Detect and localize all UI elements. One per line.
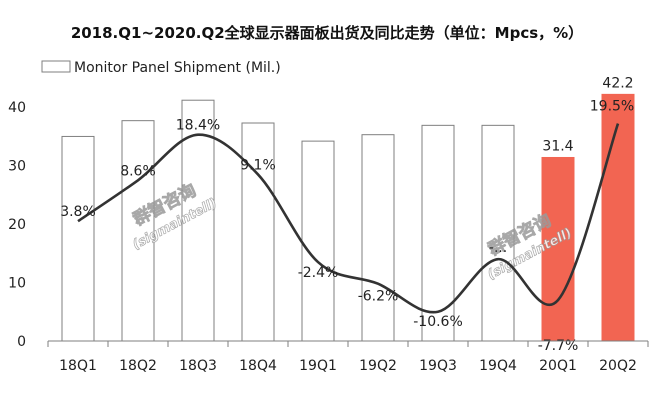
bar <box>181 99 215 342</box>
legend: Monitor Panel Shipment (Mil.) <box>41 60 281 76</box>
yoy-data-label: 19.5% <box>590 99 634 115</box>
yoy-data-label: -6.2% <box>358 289 399 305</box>
y-tick-label: 0 <box>17 334 26 350</box>
y-tick-label: 40 <box>8 100 26 116</box>
yoy-data-label: -... <box>489 240 507 256</box>
bar <box>361 134 395 342</box>
x-axis: 18Q1 18Q2 18Q3 18Q4 19Q1 19Q2 19Q3 19Q4 20Q1 20Q2 <box>47 340 649 374</box>
bar <box>421 124 455 342</box>
bar <box>481 124 515 342</box>
yoy-data-label: 8.6% <box>120 163 156 179</box>
chart-title: 2018.Q1~2020.Q2全球显示器面板出货及同比走势（单位：Mpcs，%） <box>71 24 583 42</box>
yoy-data-label: -7.7% <box>538 338 579 354</box>
x-tick-label: 19Q4 <box>479 358 517 374</box>
bar <box>241 122 275 342</box>
bar-data-label: 42.2 <box>602 75 633 91</box>
bar <box>301 140 335 342</box>
y-tick-label: 10 <box>8 276 26 292</box>
x-tick-label: 19Q1 <box>299 358 337 374</box>
yoy-data-label: 18.4% <box>176 118 220 134</box>
yoy-line <box>77 123 620 314</box>
bar-data-label: 31.4 <box>542 138 573 154</box>
x-tick-label: 18Q3 <box>179 358 217 374</box>
x-tick-label: 18Q2 <box>119 358 157 374</box>
y-tick-label: 20 <box>8 217 26 233</box>
bar <box>121 120 155 342</box>
bar <box>61 135 95 342</box>
y-tick-label: 30 <box>8 159 26 175</box>
yoy-data-label: 9.1% <box>240 157 276 173</box>
x-tick-label: 19Q2 <box>359 358 397 374</box>
bar <box>601 93 635 342</box>
x-tick-label: 18Q4 <box>239 358 277 374</box>
x-tick-label: 20Q2 <box>599 358 637 374</box>
yoy-data-label: -10.6% <box>413 314 463 330</box>
x-tick-label: 18Q1 <box>59 358 97 374</box>
x-tick-label: 20Q1 <box>539 358 577 374</box>
yoy-data-label: 3.8% <box>60 204 96 220</box>
y-axis: 0 10 20 30 40 <box>8 100 26 350</box>
x-tick-label: 19Q3 <box>419 358 457 374</box>
legend-label: Monitor Panel Shipment (Mil.) <box>74 60 281 76</box>
yoy-data-label: -2.4% <box>298 265 339 281</box>
legend-swatch <box>41 60 71 73</box>
yoy-line-series <box>77 123 620 314</box>
data-labels: 3.8% 8.6% 18.4% 9.1% -2.4% -6.2% -10.6% -... -7.… <box>60 75 634 354</box>
